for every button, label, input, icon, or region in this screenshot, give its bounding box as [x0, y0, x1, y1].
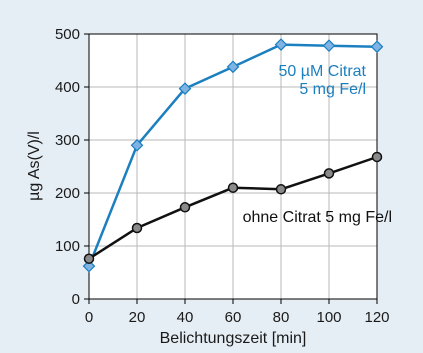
data-point-diamond [322, 39, 336, 53]
x-tick-label: 120 [364, 309, 389, 326]
x-axis-label: Belichtungszeit [min] [160, 330, 307, 347]
data-point-diamond [274, 38, 288, 51]
data-point-circle [275, 184, 287, 195]
data-point-diamond [82, 259, 96, 273]
data-point-circle [131, 222, 143, 234]
y-tick-label: 300 [55, 132, 80, 149]
data-point-diamond [226, 60, 240, 74]
series-label-citrat-line2: 5 mg Fe/l [299, 81, 366, 98]
x-tick-label: 60 [225, 309, 242, 326]
plot-frame [88, 33, 378, 300]
axes: 0 20 40 60 80 100 120 0 100 200 300 400 500 [55, 26, 390, 326]
data-point-circle [83, 253, 95, 264]
series-label-citrat-line1: 50 µM Citrat [279, 63, 367, 80]
series-label-ohne-citrat: ohne Citrat 5 mg Fe/l [243, 209, 392, 226]
x-tick-label: 80 [273, 309, 290, 326]
data-point-diamond [370, 40, 384, 54]
series-group [82, 38, 384, 273]
y-tick-label: 0 [72, 291, 80, 308]
y-axis-label: µg As(V)/l [26, 131, 43, 201]
data-point-diamond [178, 82, 192, 95]
data-point-diamond [130, 138, 144, 152]
x-tick-label: 20 [129, 309, 146, 326]
y-tick-label: 100 [55, 238, 80, 255]
y-tick-label: 400 [55, 79, 80, 96]
data-point-circle [227, 182, 239, 193]
data-point-circle [323, 168, 335, 179]
data-point-circle [179, 202, 191, 213]
labels: Belichtungszeit [min] µg As(V)/l 50 µM C… [26, 63, 392, 347]
y-tick-label: 500 [55, 26, 80, 43]
x-tick-label: 0 [85, 309, 93, 326]
y-tick-label: 200 [55, 185, 80, 202]
x-tick-label: 40 [177, 309, 194, 326]
data-point-circle [371, 151, 383, 163]
x-tick-label: 100 [316, 309, 341, 326]
